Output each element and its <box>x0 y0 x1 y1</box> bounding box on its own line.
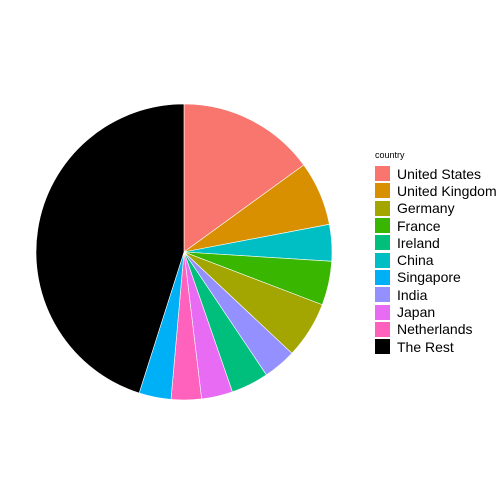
legend-item: Singapore <box>375 269 497 286</box>
legend-label: China <box>397 252 434 269</box>
legend-key-swatch <box>375 321 390 337</box>
legend-item: Germany <box>375 200 497 217</box>
legend-key-swatch <box>375 252 390 268</box>
legend-item: United Kingdom <box>375 182 497 199</box>
legend-label: Japan <box>397 304 436 321</box>
legend-key-swatch <box>375 200 390 216</box>
legend-key-swatch <box>375 304 390 320</box>
legend-key-swatch <box>375 166 390 182</box>
legend-item: United States <box>375 165 497 182</box>
legend-item: France <box>375 217 497 234</box>
legend-label: Germany <box>397 200 455 217</box>
legend-label: Singapore <box>397 269 461 286</box>
legend-label: United States <box>397 165 482 182</box>
pie-slice-the-rest <box>35 103 185 394</box>
pie-slice-united-states <box>183 103 305 253</box>
legend-label: India <box>397 286 428 303</box>
legend-item: Netherlands <box>375 321 497 338</box>
legend-label: France <box>397 217 441 234</box>
legend-label: The Rest <box>397 338 454 355</box>
legend: country United States United Kingdom Germa… <box>375 150 497 355</box>
legend-item: Japan <box>375 303 497 320</box>
legend-key-swatch <box>375 235 390 251</box>
legend-label: Ireland <box>397 234 440 251</box>
legend-item: Ireland <box>375 234 497 251</box>
legend-key-swatch <box>375 218 390 234</box>
legend-key-swatch <box>375 183 390 199</box>
legend-title: country <box>375 150 405 160</box>
legend-key-swatch <box>375 339 390 355</box>
legend-label: United Kingdom <box>397 182 497 199</box>
legend-item: India <box>375 286 497 303</box>
legend-item: The Rest <box>375 338 497 355</box>
legend-key-swatch <box>375 269 390 285</box>
legend-item: China <box>375 251 497 268</box>
legend-label: Netherlands <box>397 321 473 338</box>
legend-key-swatch <box>375 287 390 303</box>
pie-slices <box>35 103 333 401</box>
legend-items: United States United Kingdom Germany France… <box>375 165 497 355</box>
